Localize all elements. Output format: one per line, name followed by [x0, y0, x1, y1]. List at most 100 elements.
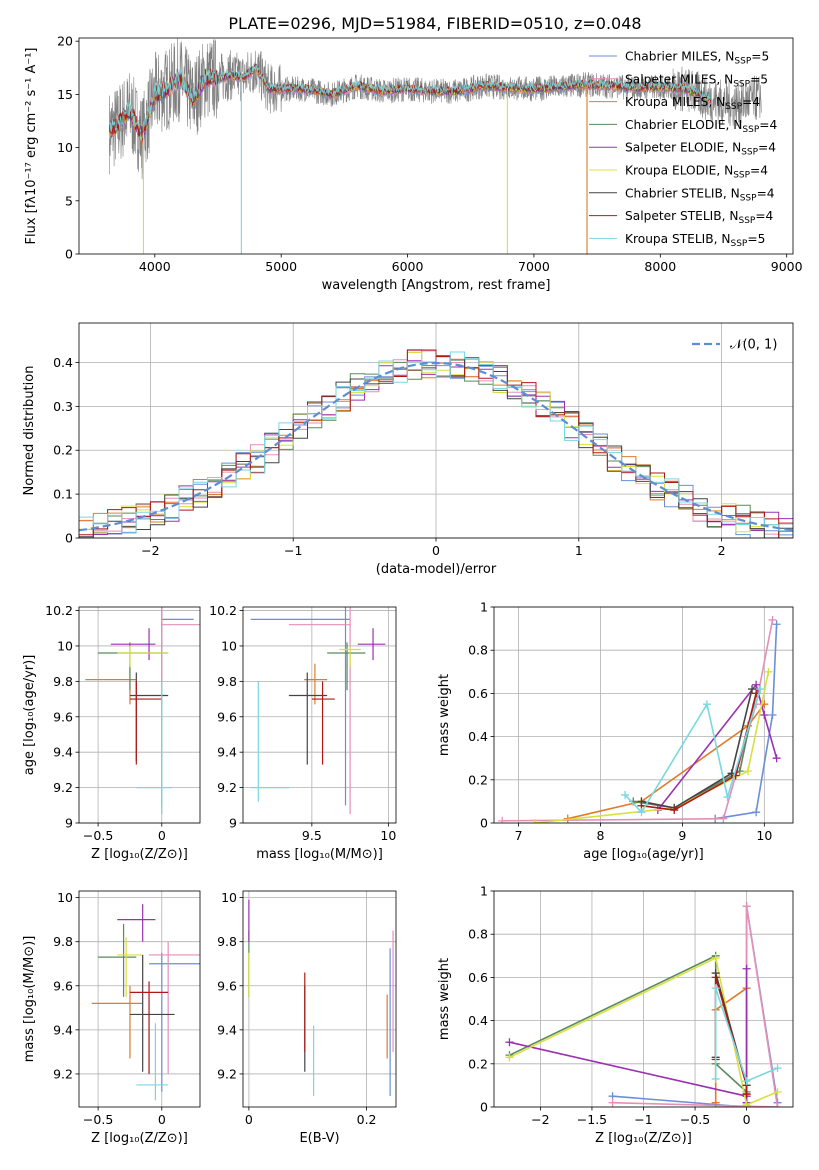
y-tick-label: 1 [480, 884, 488, 899]
x-tick-label: −1 [284, 543, 302, 558]
x-tick-label: −1.5 [577, 1112, 607, 1127]
y-axis-label: mass [log₁₀(M/M⊙)] [22, 936, 37, 1063]
x-tick-label: 9 [678, 828, 686, 843]
mass-weight-marker [498, 816, 507, 823]
legend-entry-label: Chabrier ELODIE, NSSP=4 [625, 118, 777, 135]
x-tick-label: 0.2 [357, 1112, 377, 1127]
plot-area [505, 902, 782, 1107]
y-tick-label: 0.6 [468, 686, 488, 701]
mass-weight-marker [742, 1077, 751, 1086]
legend-label-subscript: SSP [734, 57, 751, 67]
y-tick-label: 9.8 [217, 934, 237, 949]
mass-vs-ebv-panel: 0 0.2 9.2 9.4 9.6 9.8 10 E(B-V) [217, 890, 397, 1146]
x-tick-label: 2 [718, 543, 726, 558]
mass-weight-marker [711, 973, 720, 982]
mass-weight-marker [711, 1074, 720, 1083]
legend-entry-label: Salpeter STELIB, NSSP=4 [625, 209, 774, 226]
y-axis-label: mass weight [437, 674, 452, 756]
mass-weight-vs-metallicity-panel: −2 −1.5 −1 −0.5 0 0 0.2 0.4 0.6 0.8 1 Z [log₁₀(Z/Z⊙… [437, 884, 794, 1146]
y-tick-label: 10.2 [45, 603, 73, 618]
y-tick-label: 0.2 [53, 443, 73, 458]
x-tick-label: 1 [575, 543, 583, 558]
age-vs-metallicity-panel: −0.5 0 9 9.2 9.4 9.6 9.8 10 10.2 Z [log₁₀(Z/Z⊙)] a… [22, 603, 201, 862]
legend-label-suffix: =5 [747, 232, 765, 246]
legend-label-suffix: =4 [742, 95, 760, 109]
mass-weight-marker [743, 767, 752, 776]
x-axis-label: age [log₁₀(age/yr)] [583, 847, 704, 862]
x-tick-label: −0.5 [83, 1112, 113, 1127]
x-tick-label: 9.5 [302, 828, 322, 843]
y-tick-label: 0.2 [468, 772, 488, 787]
x-tick-label: 10 [756, 828, 772, 843]
plot-area [498, 615, 781, 823]
y-tick-label: 10 [57, 140, 73, 155]
legend-label-text: Chabrier STELIB, N [625, 186, 740, 200]
mass-weight-marker [773, 1087, 782, 1096]
x-tick-label: −2 [141, 543, 159, 558]
y-tick-label: 9.2 [53, 780, 73, 795]
spectrum-panel: 4000 5000 6000 7000 8000 9000 0 5 10 15 20 waveleng… [24, 34, 803, 293]
y-tick-label: 9.2 [53, 1066, 73, 1081]
legend-entry-label: Chabrier MILES, NSSP=5 [625, 50, 769, 67]
normal-reference-curve [79, 361, 793, 532]
x-axis-label: Z [log₁₀(Z/Z⊙)] [91, 1131, 188, 1146]
y-tick-label: 0 [480, 816, 488, 831]
mass-weight-marker [711, 984, 720, 993]
legend-label-text: Salpeter ELODIE, N [625, 141, 741, 155]
plot-area [79, 349, 793, 538]
mass-weight-marker [764, 667, 773, 676]
x-tick-label: 6000 [392, 259, 424, 274]
age-vs-mass-panel: 9.5 10 9 9.2 9.4 9.6 9.8 10 10.2 mass [log₁₀(M/M⊙… [209, 603, 397, 862]
mass-weight-line [641, 688, 753, 809]
x-tick-label: 8000 [644, 259, 676, 274]
y-tick-label: 9 [65, 816, 73, 831]
y-tick-label: 0.2 [468, 1056, 488, 1071]
mass-weight-marker [752, 808, 761, 817]
legend-label-text: Chabrier ELODIE, N [625, 118, 742, 132]
legend-label-text: Kroupa ELODIE, N [625, 164, 733, 178]
residual-histogram-step [79, 355, 793, 538]
legend-label-suffix: =4 [757, 186, 775, 200]
legend-entry-label: Kroupa STELIB, NSSP=5 [625, 232, 765, 249]
mass-weight-marker [773, 1064, 782, 1073]
legend-label-subscript: SSP [740, 193, 757, 203]
y-tick-label: 0.4 [468, 729, 488, 744]
x-tick-label: −1 [634, 1112, 652, 1127]
y-tick-label: 10.2 [209, 603, 237, 618]
x-tick-label: 7 [515, 828, 523, 843]
model-spectrum-line [108, 64, 712, 142]
x-tick-label: 0 [432, 543, 440, 558]
x-tick-label: 4000 [139, 259, 171, 274]
y-tick-label: 9.4 [53, 1022, 73, 1037]
axes-frame [78, 606, 201, 824]
mass-weight-marker [768, 711, 777, 719]
y-axis-label: age [log₁₀(age/yr)] [22, 655, 37, 776]
mass-weight-marker [768, 615, 777, 624]
y-tick-label: 0.8 [468, 643, 488, 658]
mass-weight-marker [773, 1103, 782, 1107]
plot-area [248, 899, 394, 1096]
plot-area [85, 607, 200, 815]
mass-weight-marker [621, 790, 630, 799]
y-tick-label: 5 [65, 193, 73, 208]
figure-title: PLATE=0296, MJD=51984, FIBERID=0510, z=0… [228, 14, 641, 33]
y-tick-label: 15 [57, 87, 73, 102]
legend-label-text: Kroupa STELIB, N [625, 232, 731, 246]
mass-vs-metallicity-panel: −0.5 0 9.2 9.4 9.6 9.8 10 Z [log₁₀(Z/Z⊙)] mass [… [22, 890, 201, 1146]
y-tick-label: 20 [57, 34, 73, 49]
mass-weight-marker [772, 754, 781, 763]
axes-frame [78, 890, 201, 1108]
mass-weight-marker [742, 964, 751, 973]
y-tick-label: 9.4 [217, 1022, 237, 1037]
x-tick-label: −0.5 [83, 828, 113, 843]
plot-area [250, 607, 386, 815]
x-tick-label: 10 [380, 828, 396, 843]
legend-label-suffix: =4 [758, 141, 776, 155]
legend-label-subscript: SSP [733, 79, 750, 89]
legend-label-subscript: SSP [738, 216, 755, 226]
mass-weight-marker [530, 819, 539, 823]
y-tick-label: 9.6 [217, 978, 237, 993]
mass-weight-vs-age-panel: 7 8 9 10 0 0.2 0.4 0.6 0.8 1 age [log₁₀(age/yr)] ma… [437, 600, 794, 862]
y-tick-label: 0.6 [468, 970, 488, 985]
mass-weight-line [509, 954, 748, 1093]
